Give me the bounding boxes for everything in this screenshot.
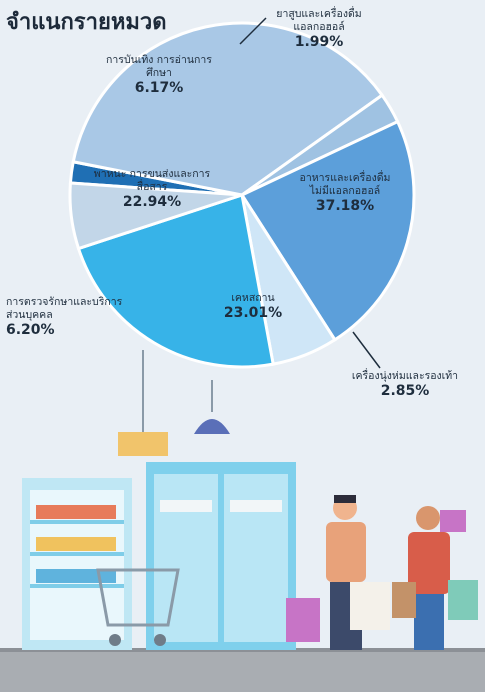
shopper-head — [416, 506, 440, 530]
shopping-bag — [286, 598, 320, 642]
lamp-shade — [118, 432, 168, 456]
pie-slice — [68, 181, 243, 251]
shopper-body — [326, 522, 366, 582]
slice-category: เครื่องนุ่งห่มและรองเท้า — [351, 370, 459, 382]
shopper-legs — [414, 594, 444, 650]
fridge-door — [154, 474, 218, 642]
gift-box — [440, 510, 466, 532]
slice-label: เคหสถาน 23.01% — [198, 292, 308, 320]
fridge-door — [224, 474, 288, 642]
shopper-body — [408, 532, 450, 594]
slice-value: 23.01% — [223, 305, 283, 321]
shopping-illustration — [0, 350, 485, 692]
slice-category: การตรวจรักษาและบริการส่วนบุคคล — [6, 296, 123, 321]
slice-category: การบันเทิง การอ่านการศึกษา — [106, 54, 212, 79]
fridge-items — [230, 500, 282, 512]
leader-line — [239, 17, 267, 45]
shopping-bag — [392, 582, 416, 618]
slice-label: อาหารและเครื่องดื่มไม่มีแอลกอฮอล์ 37.18% — [290, 172, 400, 213]
slice-label: การบันเทิง การอ่านการศึกษา 6.17% — [104, 54, 214, 95]
slice-value: 37.18% — [315, 198, 375, 214]
floor — [0, 650, 485, 692]
slice-value: 6.20% — [6, 322, 55, 338]
cart-wheel — [109, 634, 121, 646]
slice-label: ยาสูบและเครื่องดื่มแอลกอฮอล์ 1.99% — [254, 8, 384, 49]
lamp-shade — [194, 419, 230, 434]
shelf-row — [30, 520, 124, 524]
leader-lines — [239, 17, 381, 369]
slice-category: พาหนะ การขนส่งและการสื่อสาร — [93, 168, 211, 193]
cart — [96, 568, 180, 627]
slice-value: 6.17% — [134, 80, 184, 96]
slice-category: เคหสถาน — [231, 292, 275, 304]
shelf-row — [30, 584, 124, 588]
slice-label: เครื่องนุ่งห่มและรองเท้า 2.85% — [330, 370, 480, 398]
slice-category: อาหารและเครื่องดื่มไม่มีแอลกอฮอล์ — [299, 172, 391, 197]
pie-slice — [71, 21, 385, 197]
pie-slices — [68, 21, 416, 369]
slice-label: การตรวจรักษาและบริการส่วนบุคคล 6.20% — [6, 296, 136, 337]
shopper-hair — [334, 495, 356, 503]
cart-wheel — [154, 634, 166, 646]
shelf-items — [36, 569, 116, 583]
slice-value: 2.85% — [380, 383, 430, 399]
pie-slice — [239, 119, 416, 342]
slice-value: 22.94% — [122, 194, 182, 210]
leader-line — [352, 331, 381, 369]
shelf-items — [36, 537, 116, 551]
slice-value: 1.99% — [294, 34, 344, 50]
pie-slice — [76, 193, 275, 369]
chart-title: จำแนกรายหมวด — [6, 10, 167, 35]
shopping-bag — [448, 580, 478, 620]
fridge-items — [160, 500, 212, 512]
slice-label: พาหนะ การขนส่งและการสื่อสาร 22.94% — [92, 168, 212, 209]
shelf-row — [30, 552, 124, 556]
slice-category: ยาสูบและเครื่องดื่มแอลกอฮอล์ — [276, 8, 362, 33]
shopping-bag — [350, 582, 390, 630]
shelf-items — [36, 505, 116, 519]
